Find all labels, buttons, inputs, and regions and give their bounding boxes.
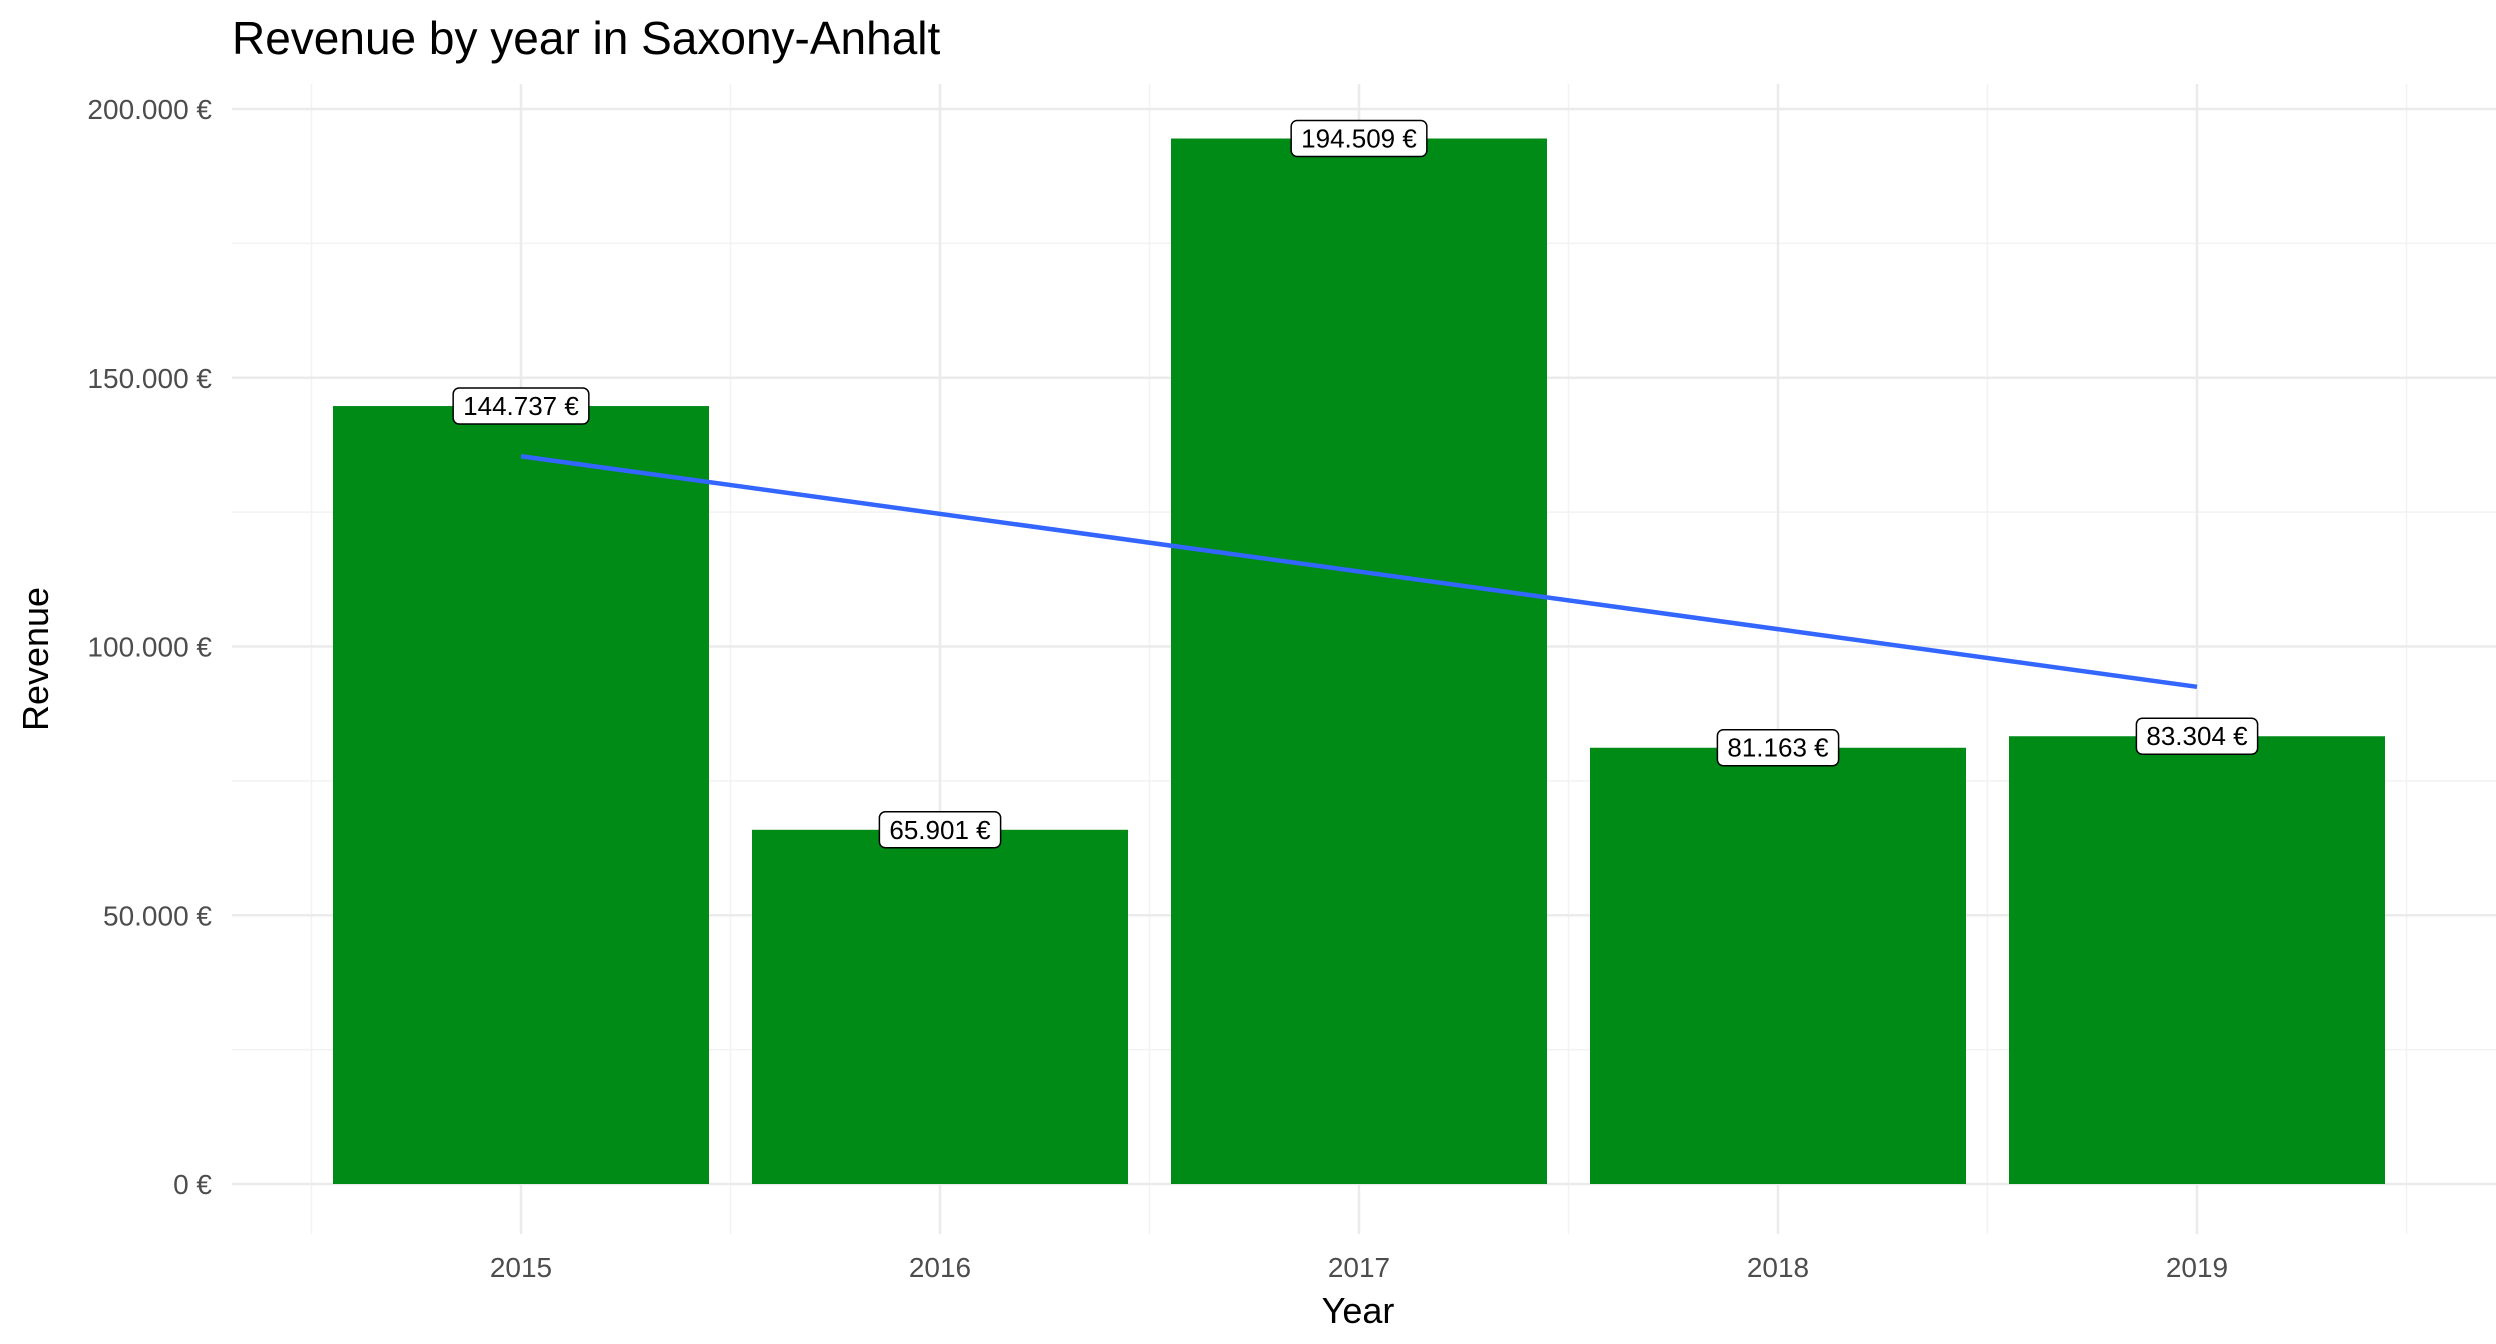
data-label-text: 65.901 € — [889, 815, 991, 845]
data-label-2017: 194.509 € — [1290, 119, 1428, 158]
y-axis-ticks: 0 € 50.000 € 100.000 € 150.000 € 200.000 € — [87, 94, 212, 1200]
data-label-box — [878, 811, 1002, 849]
data-label-box — [1290, 119, 1428, 158]
data-label-2019: 83.304 € — [2135, 717, 2259, 755]
bar-2015 — [333, 406, 709, 1184]
y-tick-label: 0 € — [173, 1169, 212, 1200]
data-label-box — [452, 387, 590, 425]
bars — [333, 138, 2385, 1184]
data-label-text: 194.509 € — [1301, 124, 1417, 154]
data-label-2018: 81.163 € — [1716, 728, 1840, 767]
data-label-text: 83.304 € — [2146, 721, 2248, 751]
x-tick-label: 2016 — [909, 1252, 971, 1283]
y-axis-title: Revenue — [15, 587, 56, 731]
bar-2016 — [752, 829, 1128, 1184]
x-tick-label: 2015 — [490, 1252, 552, 1283]
y-tick-label: 100.000 € — [87, 632, 212, 663]
data-label-box — [2135, 717, 2259, 755]
trend-line — [520, 453, 2198, 690]
y-tick-label: 50.000 € — [103, 900, 212, 931]
data-label-2015: 144.737 € — [452, 387, 590, 425]
data-labels: 144.737 € 65.901 € 194.509 € 81.163 € 83.304… — [452, 119, 2259, 849]
data-label-2016: 65.901 € — [878, 811, 1002, 849]
y-tick-label: 150.000 € — [87, 363, 212, 394]
x-tick-label: 2017 — [1328, 1252, 1390, 1283]
x-tick-label: 2019 — [2166, 1252, 2228, 1283]
bar-2019 — [2009, 736, 2385, 1184]
data-label-text: 144.737 € — [463, 391, 579, 421]
x-tick-label: 2018 — [1747, 1252, 1809, 1283]
trend-layer — [520, 453, 2198, 690]
x-axis-ticks: 2015 2016 2017 2018 2019 — [490, 1252, 2228, 1283]
x-axis-title: Year — [1322, 1290, 1395, 1331]
data-label-text: 81.163 € — [1727, 733, 1829, 763]
data-label-box — [1716, 728, 1840, 767]
y-tick-label: 200.000 € — [87, 94, 212, 125]
bar-2017 — [1171, 138, 1547, 1184]
chart-title: Revenue by year in Saxony-Anhalt — [232, 12, 941, 64]
bar-2018 — [1590, 747, 1966, 1184]
